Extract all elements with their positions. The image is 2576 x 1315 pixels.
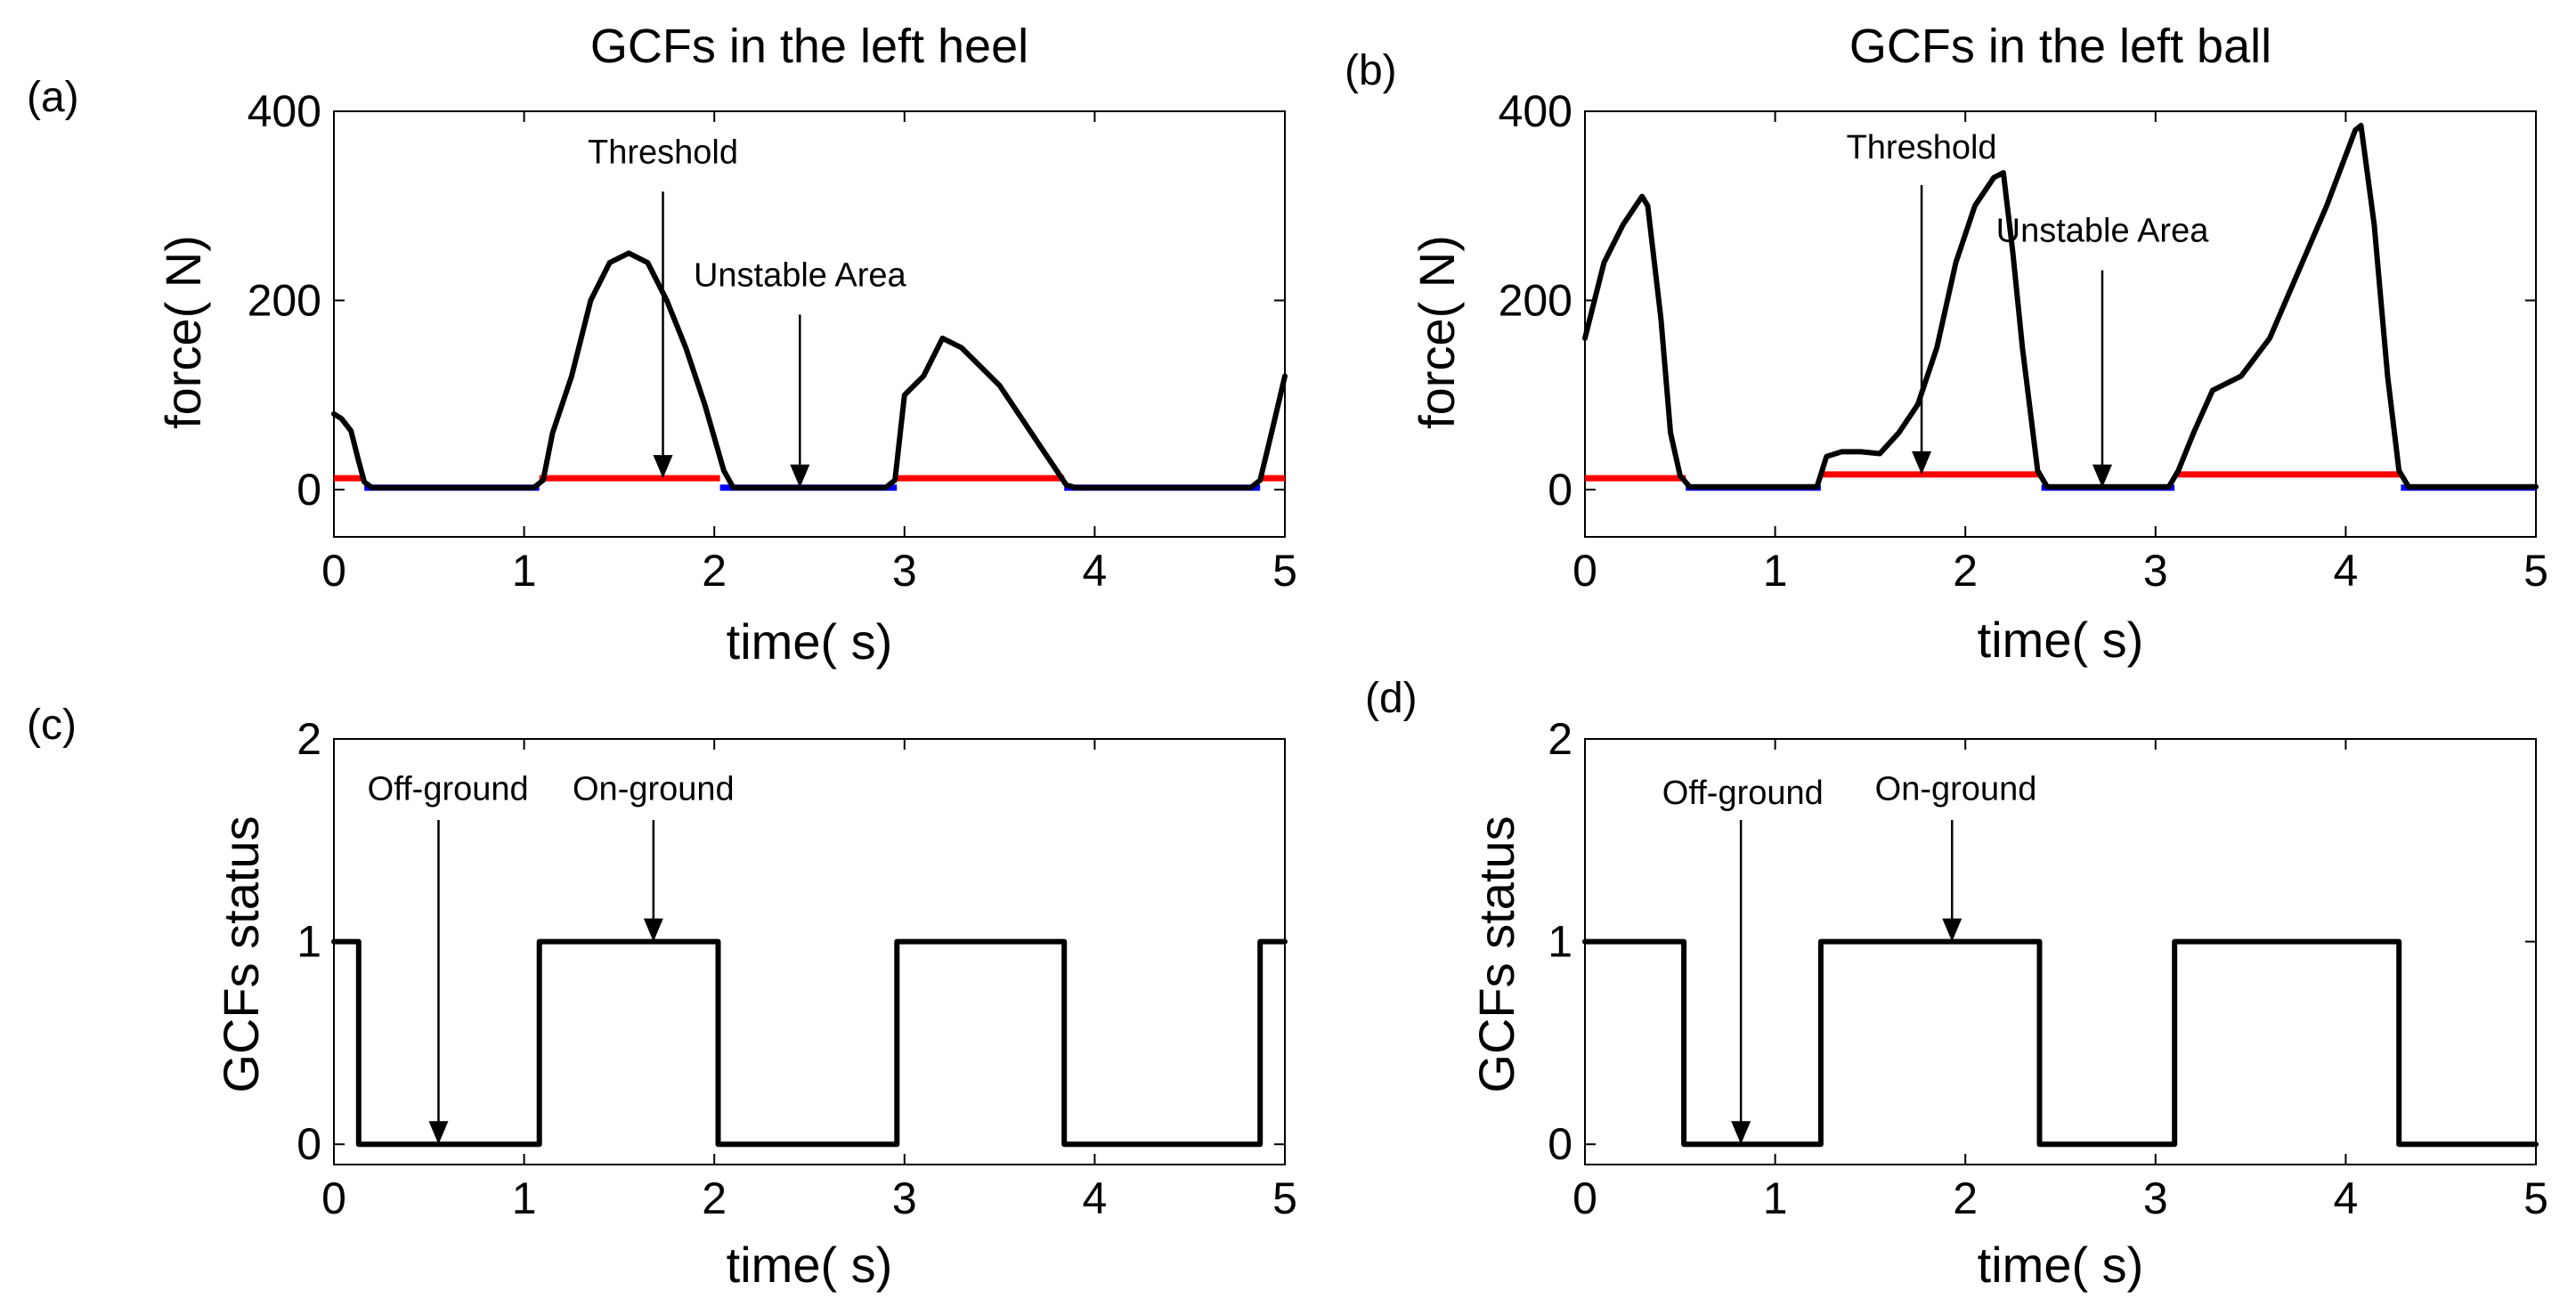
- x-tick-label-b-2: 2: [1953, 546, 1978, 596]
- y-tick-label-a-0: 0: [297, 465, 321, 515]
- plot-frame-a: [333, 110, 1286, 538]
- x-tick-label-a-5: 5: [1272, 546, 1297, 596]
- annotation-label-c-0: Off-ground: [368, 770, 529, 808]
- panel-a-xlabel: time( s): [727, 613, 893, 670]
- annotation-label-b-0: Threshold: [1847, 129, 1997, 166]
- x-tick-label-d-1: 1: [1763, 1173, 1788, 1223]
- panel-b-xlabel: time( s): [1978, 612, 2144, 668]
- x-tick-label-c-1: 1: [512, 1173, 537, 1223]
- x-tick-label-c-0: 0: [321, 1173, 346, 1223]
- x-tick-label-a-2: 2: [702, 546, 727, 596]
- panel-c-xlabel: time( s): [727, 1237, 893, 1293]
- panel-b-label: (b): [1345, 47, 1397, 94]
- panel-c: (c) time( s) GCFs status 0 1 2 3 4 5 0 1 2 Off-gr…: [27, 702, 1297, 1293]
- force-line-a: [331, 250, 1288, 491]
- panel-d: (d) time( s) GCFs status 0 1 2 3 4 5 0 1 2 Off-gr…: [1365, 675, 2548, 1293]
- panel-b: GCFs in the left ball (b) time( s) force…: [1345, 20, 2548, 668]
- x-tick-label-a-3: 3: [892, 546, 917, 596]
- y-tick-label-b-0: 0: [1548, 465, 1572, 515]
- annotation-arrow-head-a-1: [790, 464, 810, 488]
- y-tick-label-c-2: 2: [297, 714, 321, 764]
- x-tick-label-c-5: 5: [1272, 1173, 1297, 1223]
- x-tick-label-b-3: 3: [2143, 546, 2168, 596]
- force-line-b: [1582, 122, 2539, 490]
- x-tick-label-d-0: 0: [1572, 1173, 1597, 1223]
- x-tick-label-d-5: 5: [2523, 1173, 2548, 1223]
- x-tick-label-b-5: 5: [2523, 546, 2548, 596]
- panel-b-ylabel: force( N): [1409, 235, 1465, 429]
- annotation-arrow-head-c-0: [428, 1121, 449, 1145]
- x-tick-label-d-3: 3: [2143, 1173, 2168, 1223]
- panel-d-xlabel: time( s): [1978, 1237, 2144, 1293]
- x-tick-label-d-4: 4: [2333, 1173, 2358, 1223]
- x-tick-label-b-1: 1: [1763, 546, 1788, 596]
- status-line-c: [331, 938, 1288, 1148]
- y-tick-label-d-0: 0: [1548, 1119, 1572, 1169]
- annotation-arrow-head-c-1: [643, 918, 663, 942]
- plot-frame-d: [1584, 738, 2537, 1165]
- panel-d-ylabel: GCFs status: [1468, 816, 1524, 1092]
- annotation-arrow-head-d-0: [1731, 1121, 1751, 1145]
- annotation-label-a-1: Unstable Area: [694, 257, 907, 295]
- y-tick-label-c-0: 0: [297, 1119, 321, 1169]
- y-tick-label-d-2: 2: [1548, 714, 1572, 764]
- annotation-label-a-0: Threshold: [588, 134, 738, 171]
- y-tick-label-a-1: 200: [248, 275, 321, 325]
- panel-a-title: GCFs in the left heel: [590, 20, 1028, 73]
- x-tick-label-a-0: 0: [321, 546, 346, 596]
- annotation-label-b-1: Unstable Area: [1996, 213, 2210, 250]
- panel-a-ylabel: force( N): [155, 235, 211, 429]
- panel-c-ylabel: GCFs status: [213, 816, 269, 1092]
- x-tick-label-b-4: 4: [2333, 546, 2358, 596]
- annotation-label-d-0: Off-ground: [1662, 775, 1824, 812]
- annotation-label-c-1: On-ground: [573, 770, 735, 808]
- status-line-d: [1582, 938, 2539, 1148]
- panel-d-label: (d): [1365, 675, 1418, 722]
- x-tick-label-d-2: 2: [1953, 1173, 1978, 1223]
- y-tick-label-a-2: 400: [248, 86, 321, 136]
- annotation-label-d-1: On-ground: [1875, 770, 2037, 808]
- panel-a: GCFs in the left heel (a) time( s) force…: [27, 20, 1297, 670]
- x-tick-label-a-1: 1: [512, 546, 537, 596]
- x-tick-label-c-2: 2: [702, 1173, 727, 1223]
- panel-c-label: (c): [27, 702, 77, 749]
- y-tick-label-d-1: 1: [1548, 917, 1572, 967]
- plot-frame-c: [333, 738, 1286, 1165]
- x-tick-label-c-4: 4: [1082, 1173, 1107, 1223]
- x-tick-label-b-0: 0: [1572, 546, 1597, 596]
- x-tick-label-c-3: 3: [892, 1173, 917, 1223]
- annotation-arrow-head-b-0: [1912, 451, 1932, 475]
- annotation-arrow-head-d-1: [1942, 918, 1962, 942]
- y-tick-label-b-2: 400: [1499, 86, 1572, 136]
- x-tick-label-a-4: 4: [1082, 546, 1107, 596]
- panel-a-label: (a): [27, 74, 79, 121]
- plot-frame-b: [1584, 110, 2537, 538]
- y-tick-label-b-1: 200: [1499, 275, 1572, 325]
- panel-b-title: GCFs in the left ball: [1849, 20, 2271, 73]
- annotation-arrow-head-a-0: [653, 455, 673, 479]
- annotation-arrow-head-b-1: [2092, 464, 2112, 488]
- y-tick-label-c-1: 1: [297, 917, 321, 967]
